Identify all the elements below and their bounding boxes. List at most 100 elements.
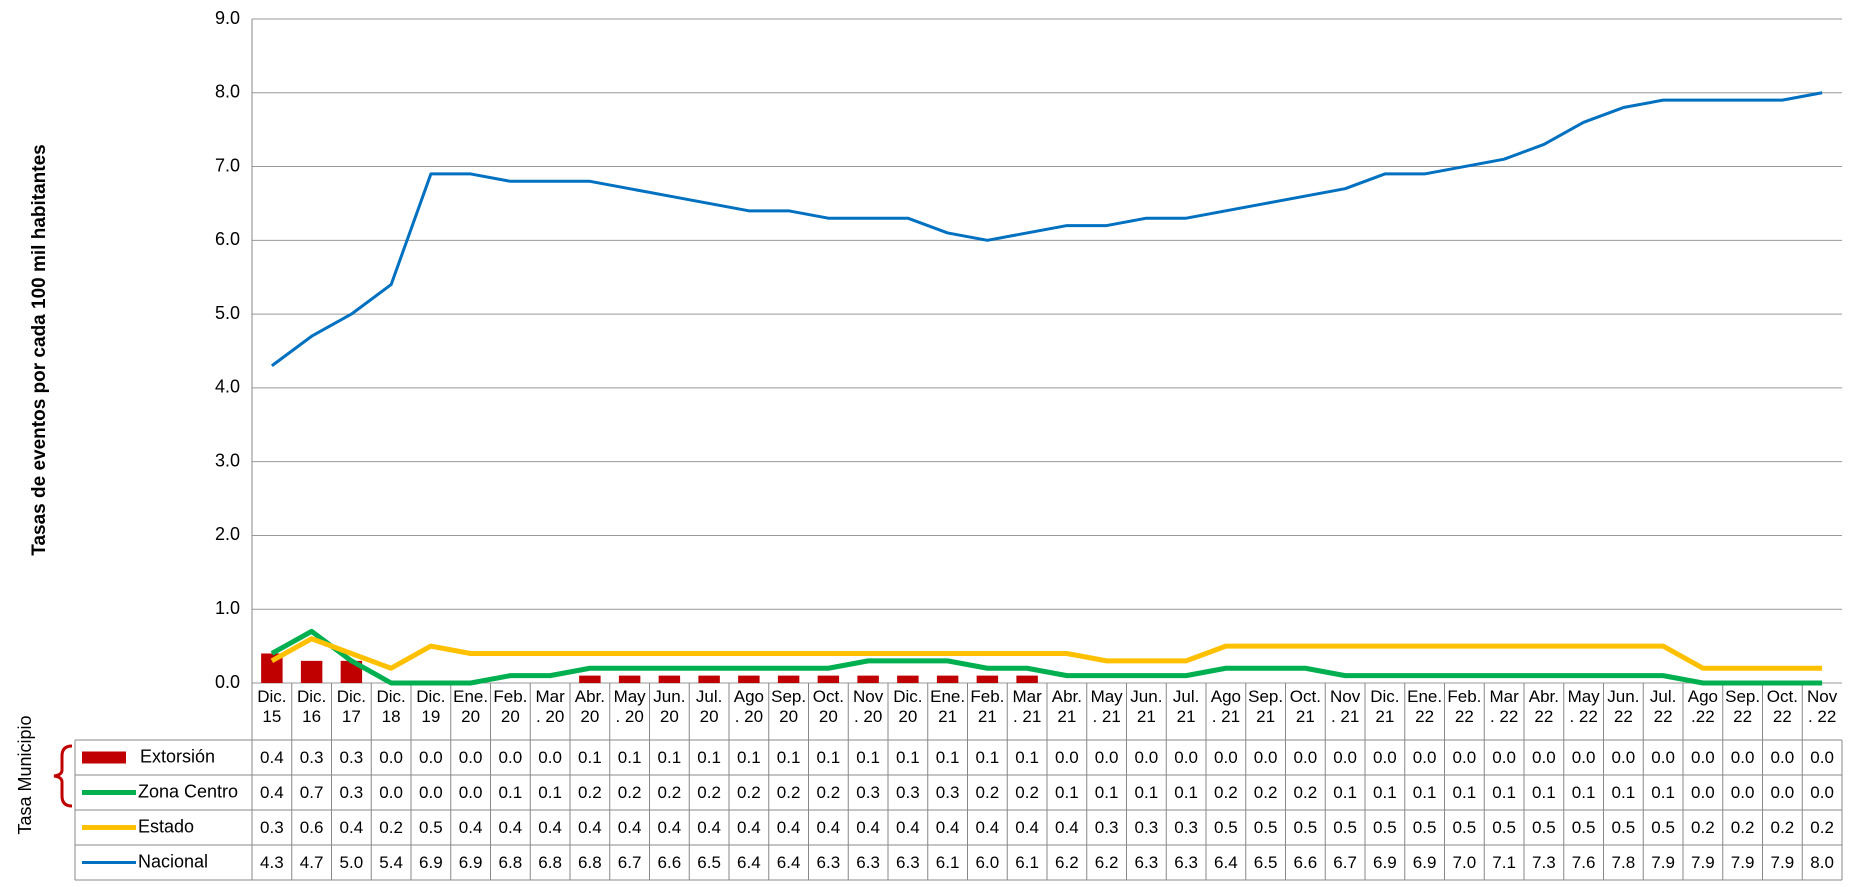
table-cell: 0.0	[1055, 747, 1079, 767]
table-cell: 0.5	[1651, 817, 1675, 837]
table-cell: 0.2	[1253, 782, 1278, 802]
table-cell: 0.5	[1532, 817, 1556, 837]
table-cell: 0.0	[379, 747, 403, 767]
table-cell: 0.2	[1214, 782, 1238, 802]
x-tick-label: Ago . 21	[1210, 687, 1241, 726]
table-cell: 0.3	[896, 782, 920, 802]
table-cell: 0.0	[1691, 747, 1715, 767]
x-tick-label: Dic. 20	[893, 687, 923, 726]
table-cell: 0.1	[1651, 782, 1675, 802]
table-cell: 0.0	[1691, 782, 1715, 802]
table-cell: 0.1	[1094, 782, 1119, 802]
table-cell: 0.2	[1730, 817, 1755, 837]
table-cell: 6.9	[458, 852, 483, 872]
line	[270, 91, 1823, 367]
legend-label: Zona Centro	[138, 781, 238, 801]
table-cell: 0.0	[419, 747, 443, 767]
table-cell: 6.9	[419, 852, 443, 872]
x-tick-label: Ene. 21	[930, 687, 966, 726]
x-tick-label: Jun. 21	[1130, 687, 1163, 726]
table-cell: 6.1	[1015, 852, 1039, 872]
x-tick-label: Feb. 22	[1447, 687, 1482, 726]
table-cell: 0.5	[1293, 817, 1318, 837]
table-cell: 0.0	[1452, 747, 1477, 767]
line	[270, 636, 1823, 671]
table-cell: 0.1	[1611, 782, 1636, 802]
table-cell: 6.8	[498, 852, 523, 872]
table-cell: 0.4	[1055, 817, 1079, 837]
table-cell: 0.1	[975, 747, 1000, 767]
table-cell: 7.9	[1691, 852, 1715, 872]
table-cell: 0.2	[578, 782, 602, 802]
table-cell: 0.0	[1293, 747, 1318, 767]
x-tick-label: Dic. 21	[1370, 687, 1400, 726]
table-cell: 0.4	[260, 747, 284, 767]
table-cell: 6.3	[896, 852, 920, 872]
table-cell: 0.4	[458, 817, 483, 837]
table-cell: 6.2	[1055, 852, 1079, 872]
x-tick-label: May . 20	[613, 687, 646, 726]
table-cell: 6.4	[737, 852, 761, 872]
table-cell: 0.4	[975, 817, 1000, 837]
table-cell: 0.0	[1373, 747, 1397, 767]
table-cell: 0.2	[737, 782, 761, 802]
table-cell: 6.9	[1412, 852, 1437, 872]
table-cell: 7.3	[1532, 852, 1556, 872]
side-label: Tasa Municipio	[15, 715, 35, 834]
table-cell: 0.1	[498, 782, 523, 802]
table-cell: 5.4	[379, 852, 403, 872]
table-cell: 7.9	[1770, 852, 1795, 872]
y-axis-title: Tasas de eventos por cada 100 mil habita…	[29, 144, 50, 555]
table-cell: 0.2	[617, 782, 642, 802]
table-cell: 0.0	[458, 782, 483, 802]
legend-label: Extorsión	[140, 746, 215, 766]
table-cell: 0.0	[1333, 747, 1357, 767]
legend-swatch	[82, 751, 126, 764]
table-cell: 0.3	[260, 817, 284, 837]
table-cell: 0.4	[538, 817, 562, 837]
table-cell: 0.4	[816, 817, 841, 837]
y-tick-label: 1.0	[215, 598, 240, 618]
bar	[300, 660, 323, 683]
table-cell: 0.4	[339, 817, 364, 837]
table-cell: 6.6	[657, 852, 682, 872]
table-cell: 0.0	[1532, 747, 1556, 767]
x-tick-label: Oct. 21	[1289, 687, 1321, 726]
table-cell: 6.8	[578, 852, 602, 872]
y-tick-label: 9.0	[215, 8, 240, 28]
table-cell: 0.1	[1452, 782, 1477, 802]
table-cell: 5.0	[339, 852, 364, 872]
bar	[618, 675, 641, 683]
table-cell: 0.1	[1373, 782, 1397, 802]
y-tick-label: 6.0	[215, 229, 240, 249]
table-cell: 0.0	[1730, 782, 1755, 802]
table-cell: 0.4	[260, 782, 284, 802]
table-cell: 0.5	[1452, 817, 1477, 837]
x-tick-label: Abr. 22	[1528, 687, 1559, 726]
y-tick-label: 7.0	[215, 155, 240, 175]
y-tick-label: 5.0	[215, 303, 240, 323]
table-cell: 0.4	[776, 817, 801, 837]
table-cell: 0.6	[299, 817, 324, 837]
table-cell: 0.0	[419, 782, 443, 802]
table-cell: 0.2	[975, 782, 1000, 802]
table-cell: 6.8	[538, 852, 562, 872]
table-cell: 0.1	[657, 747, 682, 767]
table-cell: 0.0	[1611, 747, 1636, 767]
table-cell: 0.2	[1691, 817, 1715, 837]
x-tick-label: Sep. 21	[1248, 687, 1284, 726]
table-cell: 0.3	[1134, 817, 1159, 837]
x-tick-label: Abr. 20	[574, 687, 605, 726]
y-tick-label: 4.0	[215, 377, 240, 397]
table-cell: 0.2	[697, 782, 721, 802]
table-cell: 0.0	[538, 747, 562, 767]
x-tick-label: Feb. 20	[493, 687, 528, 726]
table-cell: 0.3	[1174, 817, 1198, 837]
table-cell: 6.7	[1333, 852, 1357, 872]
line	[270, 628, 1823, 686]
table-cell: 0.0	[1651, 747, 1675, 767]
table-cell: 0.5	[1333, 817, 1357, 837]
table-cell: 0.0	[1571, 747, 1596, 767]
table-cell: 0.3	[299, 747, 324, 767]
